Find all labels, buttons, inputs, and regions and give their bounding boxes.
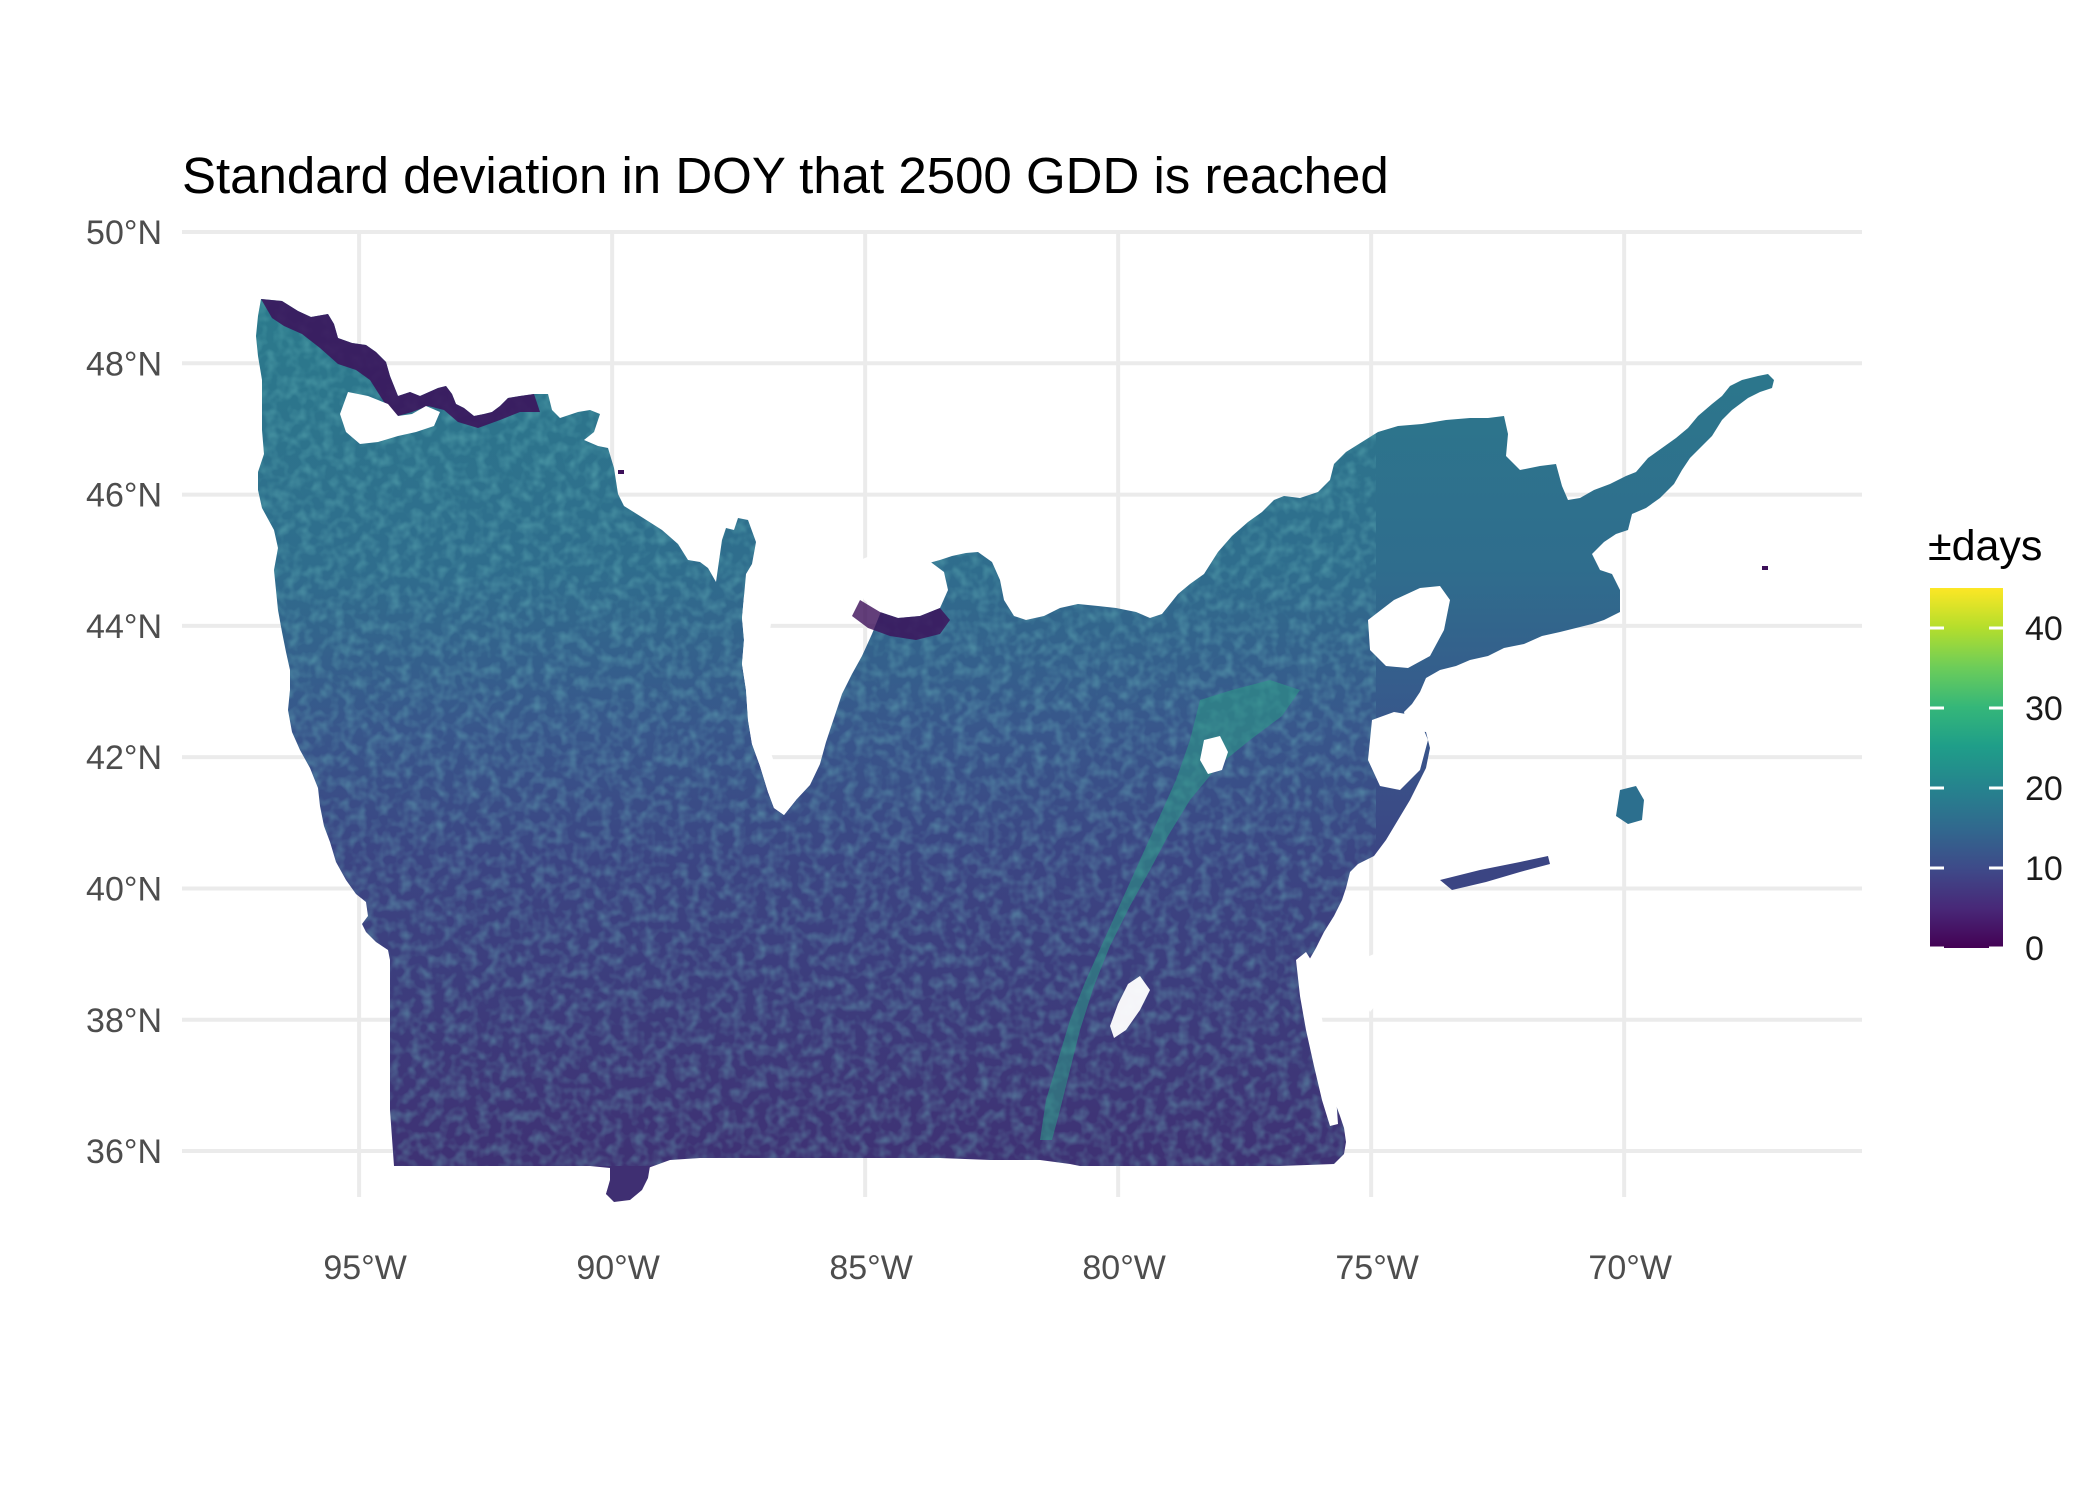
legend-colorbar [1930, 588, 2003, 948]
isolated-pixel-island [618, 470, 624, 474]
x-tick-label: 95°W [323, 1249, 407, 1287]
legend: ±days 0 10 20 30 40 [1928, 522, 2063, 968]
y-tick-label: 44°N [86, 608, 162, 646]
lake-huron-water [856, 552, 948, 618]
y-axis-ticks: 36°N 38°N 40°N 42°N 44°N 46°N 48°N 50°N [86, 214, 162, 1171]
legend-ticks: 0 10 20 30 40 [1930, 610, 2063, 968]
lake-superior-shore-low-variance [261, 299, 540, 428]
new-york-water-gaps [1368, 712, 1428, 790]
lake-superior-water [340, 392, 440, 444]
cape-cod [1616, 786, 1644, 824]
isolated-pixel-east [1762, 566, 1768, 570]
x-tick-label: 90°W [576, 1249, 660, 1287]
x-tick-label: 85°W [829, 1249, 913, 1287]
y-tick-label: 36°N [86, 1133, 162, 1171]
y-tick-label: 50°N [86, 214, 162, 252]
lake-michigan [742, 562, 796, 815]
legend-tick-label: 0 [2025, 930, 2044, 968]
y-tick-label: 42°N [86, 739, 162, 777]
x-axis-ticks: 95°W 90°W 85°W 80°W 75°W 70°W [323, 1249, 1672, 1287]
delaware-bay-water [1360, 954, 1384, 1012]
legend-title: ±days [1928, 522, 2042, 570]
raster-map [256, 299, 1774, 1202]
y-tick-label: 38°N [86, 1002, 162, 1040]
x-tick-label: 70°W [1588, 1249, 1672, 1287]
y-tick-label: 40°N [86, 870, 162, 908]
y-tick-label: 48°N [86, 345, 162, 383]
long-island [1440, 856, 1550, 890]
x-tick-label: 80°W [1082, 1249, 1166, 1287]
x-tick-label: 75°W [1335, 1249, 1419, 1287]
y-tick-label: 46°N [86, 477, 162, 515]
southern-tail [606, 1166, 650, 1202]
legend-tick-label: 30 [2025, 690, 2063, 728]
legend-tick-label: 40 [2025, 610, 2063, 648]
lake-ontario-water [1368, 586, 1450, 668]
long-island-sound-water [1436, 842, 1548, 878]
chart-title: Standard deviation in DOY that 2500 GDD … [182, 147, 1389, 204]
legend-tick-label: 10 [2025, 850, 2063, 888]
appalachian-white-gaps [1110, 976, 1150, 1038]
lake-erie-water [1200, 736, 1228, 774]
legend-tick-label: 20 [2025, 770, 2063, 808]
michigan-north-dark [852, 600, 950, 640]
chesapeake-bay-water [1296, 952, 1338, 1126]
